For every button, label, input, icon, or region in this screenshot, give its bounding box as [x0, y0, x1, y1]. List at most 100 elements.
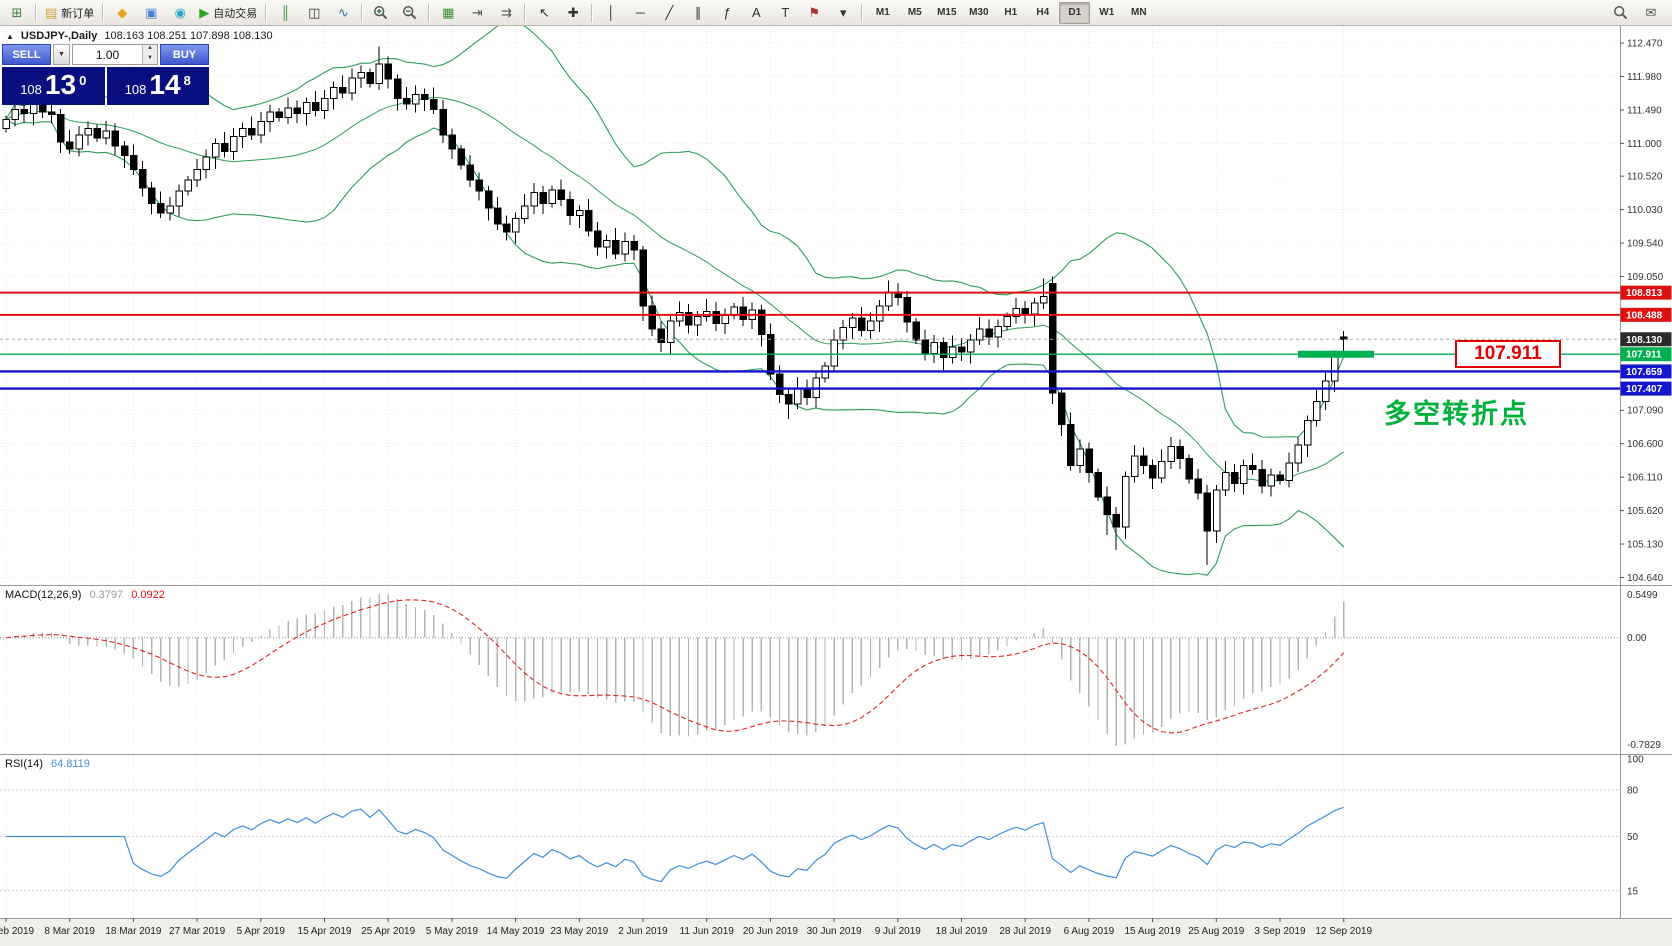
- crosshair-icon: ✚: [567, 5, 579, 20]
- market-icon[interactable]: ◆: [108, 1, 136, 25]
- label-icon[interactable]: T: [771, 1, 799, 25]
- bollinger-middle-band: [5, 96, 1344, 482]
- candle: [330, 86, 338, 99]
- vertical-line-icon: │: [607, 5, 616, 20]
- time-axis[interactable]: 27 Feb 2019 8 Mar 2019 18 Mar 2019 27 Mar 2…: [0, 918, 1372, 937]
- line-chart-icon[interactable]: ∿: [329, 1, 357, 25]
- horizontal-line-icon[interactable]: ─: [626, 1, 654, 25]
- price-tick-label: 112.470: [1627, 39, 1663, 50]
- timeframe-m15[interactable]: M15: [937, 7, 957, 18]
- candle: [639, 249, 647, 307]
- text-icon[interactable]: A: [742, 1, 770, 25]
- candle: [885, 291, 893, 307]
- toolbar-separator: [428, 3, 431, 22]
- tile-windows-icon[interactable]: ▦: [434, 1, 462, 25]
- candle: [1039, 295, 1048, 304]
- candlestick-chart-icon[interactable]: ◫: [300, 1, 328, 25]
- rsi-axis-label: 50: [1627, 832, 1639, 843]
- date-label: 11 Jun 2019: [680, 926, 735, 937]
- rsi-axis-label: 100: [1627, 755, 1644, 766]
- buy-price-display[interactable]: 108 14 8: [106, 67, 209, 105]
- objects-dropdown-icon: ▾: [840, 5, 847, 20]
- vertical-line-icon[interactable]: │: [597, 1, 625, 25]
- buy-price-main: 14: [149, 69, 181, 100]
- candle: [1085, 448, 1093, 473]
- metaeditor-icon[interactable]: ▣: [137, 1, 165, 25]
- time-axis-strip[interactable]: [0, 918, 1672, 946]
- date-label: 14 May 2019: [487, 926, 545, 937]
- price-axis[interactable]: 112.470 111.980 111.490 111.000 110.520 110.0…: [1620, 39, 1672, 584]
- timeframe-h1[interactable]: H1: [1004, 7, 1018, 18]
- zoom-out-icon[interactable]: [396, 1, 424, 25]
- auto-trading-button[interactable]: ▶ 自动交易: [195, 1, 261, 25]
- candle: [38, 103, 47, 113]
- community-icon[interactable]: ◉: [166, 1, 194, 25]
- sell-button[interactable]: SELL: [2, 44, 51, 65]
- new-order-button-label: 新订单: [61, 7, 95, 20]
- rsi-line: [6, 806, 1344, 883]
- date-label: 18 Mar 2019: [105, 926, 162, 937]
- trendline-icon[interactable]: ╱: [655, 1, 683, 25]
- candle: [321, 97, 329, 112]
- macd-histogram: [14, 594, 1345, 746]
- date-label: 5 May 2019: [426, 926, 479, 937]
- timeframe-d1[interactable]: D1: [1059, 1, 1091, 24]
- bar-chart-icon[interactable]: ║: [271, 1, 299, 25]
- candle: [1112, 514, 1121, 528]
- arrows-icon[interactable]: ⚑: [800, 1, 828, 25]
- candle: [375, 63, 384, 84]
- sell-price-prefix: 108: [20, 82, 42, 97]
- fibonacci-icon: ƒ: [723, 5, 731, 20]
- new-chart-button: ⊞: [11, 5, 23, 20]
- zoom-in-icon[interactable]: [367, 1, 395, 25]
- candle: [29, 103, 38, 114]
- chat-icon[interactable]: ✉: [1637, 1, 1665, 25]
- fibonacci-icon[interactable]: ƒ: [713, 1, 741, 25]
- volume-input[interactable]: [73, 45, 142, 64]
- candle: [939, 342, 948, 359]
- chart-shift-icon[interactable]: ⇉: [492, 1, 520, 25]
- candle: [1067, 424, 1075, 467]
- bar-chart-icon: ║: [280, 5, 290, 20]
- equidistant-channel-icon[interactable]: ∥: [684, 1, 712, 25]
- line-chart-icon: ∿: [337, 5, 349, 20]
- macd-indicator-label: MACD(12,26,9) 0.3797 0.0922: [5, 589, 165, 601]
- timeframe-m1[interactable]: M1: [875, 7, 890, 18]
- search-icon[interactable]: [1607, 1, 1635, 25]
- candlestick-series[interactable]: [2, 46, 1348, 566]
- candle: [712, 310, 720, 325]
- sell-price-main: 13: [44, 69, 77, 100]
- candle: [839, 327, 848, 341]
- candle: [466, 164, 475, 181]
- buy-button[interactable]: BUY: [160, 44, 209, 65]
- candle: [584, 209, 593, 232]
- price-chart[interactable]: 112.470 111.980 111.490 111.000 110.520 110.0…: [0, 26, 1672, 946]
- volume-dropdown-icon[interactable]: ▼: [53, 44, 70, 65]
- horizontal-line-icon: ─: [635, 5, 645, 20]
- auto-scroll-icon[interactable]: ⇥: [463, 1, 491, 25]
- timeframe-m5[interactable]: M5: [907, 7, 922, 18]
- timeframe-h4[interactable]: H4: [1036, 7, 1050, 18]
- candle: [1312, 400, 1321, 421]
- timeframe-m30[interactable]: M30: [969, 7, 989, 18]
- timeframe-mn[interactable]: MN: [1131, 7, 1147, 18]
- crosshair-icon[interactable]: ✚: [559, 1, 587, 25]
- volume-up-button[interactable]: ▲: [143, 45, 157, 55]
- candle: [521, 205, 529, 219]
- candle: [239, 127, 247, 138]
- new-order-button[interactable]: ▤ 新订单: [41, 1, 98, 25]
- candle: [530, 192, 538, 207]
- sell-price-display[interactable]: 108 13 0: [2, 67, 105, 105]
- candle: [985, 328, 993, 338]
- new-chart-button[interactable]: ⊞: [3, 1, 31, 25]
- volume-down-button[interactable]: ▼: [143, 54, 157, 64]
- objects-dropdown-icon[interactable]: ▾: [829, 1, 857, 25]
- timeframe-w1[interactable]: W1: [1099, 7, 1115, 18]
- price-badge: [1620, 307, 1672, 322]
- rsi-value: 64.8119: [50, 758, 90, 770]
- cursor-icon[interactable]: ↖: [530, 1, 558, 25]
- price-annotation-box: 107.911: [1455, 340, 1561, 368]
- chat-icon: ✉: [1645, 5, 1657, 20]
- candle: [66, 141, 74, 150]
